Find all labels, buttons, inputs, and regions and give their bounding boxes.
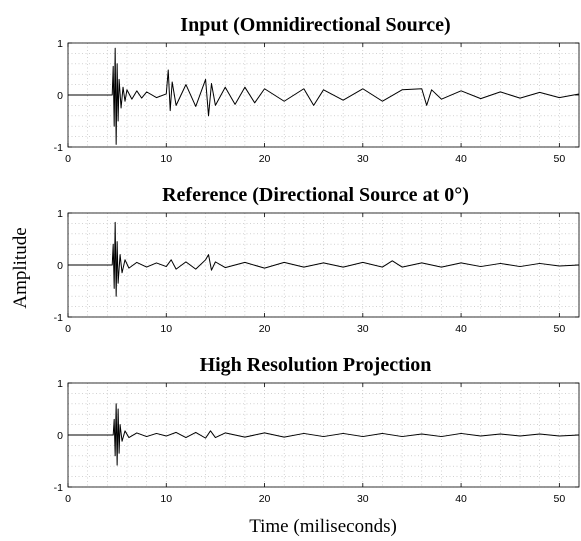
x-tick-label: 40: [455, 323, 467, 335]
signal-trace: [68, 403, 580, 466]
y-tick-label: -1: [54, 482, 63, 494]
x-tick-label: 10: [160, 153, 172, 165]
y-tick-label: 0: [57, 260, 63, 272]
x-tick-label: 20: [259, 153, 271, 165]
x-tick-label: 10: [160, 323, 172, 335]
chart-title: Input (Omnidirectional Source): [180, 14, 450, 36]
x-axis-label: Time (miliseconds): [249, 516, 397, 537]
x-tick-label: 20: [259, 323, 271, 335]
x-tick-label: 0: [65, 153, 71, 165]
x-tick-label: 50: [554, 323, 566, 335]
chart-title: High Resolution Projection: [200, 354, 432, 376]
signal-trace: [68, 221, 580, 297]
y-tick-label: 0: [57, 430, 63, 442]
x-tick-label: 0: [65, 323, 71, 335]
panels-container: Input (Omnidirectional Source)0 10 20 30 40 5…: [54, 14, 580, 505]
chart-title: Reference (Directional Source at 0°): [162, 184, 469, 206]
x-tick-label: 40: [455, 493, 467, 505]
y-tick-label: 1: [57, 378, 63, 390]
chart-panel-2: Reference (Directional Source at 0°)0 10 2…: [54, 184, 580, 335]
signal-trace: [68, 47, 580, 145]
x-tick-label: 30: [357, 493, 369, 505]
x-tick-label: 30: [357, 323, 369, 335]
x-tick-label: 30: [357, 153, 369, 165]
y-tick-label: 0: [57, 90, 63, 102]
x-tick-label: 20: [259, 493, 271, 505]
y-axis-label: Amplitude: [10, 227, 31, 308]
x-tick-label: 40: [455, 153, 467, 165]
chart-panel-1: Input (Omnidirectional Source)0 10 20 30 40 5…: [54, 14, 580, 165]
x-tick-label: 50: [554, 493, 566, 505]
y-tick-label: -1: [54, 142, 63, 154]
y-tick-label: 1: [57, 208, 63, 220]
x-tick-label: 10: [160, 493, 172, 505]
x-tick-label: 50: [554, 153, 566, 165]
x-tick-label: 0: [65, 493, 71, 505]
y-tick-label: 1: [57, 38, 63, 50]
y-tick-label: -1: [54, 312, 63, 324]
